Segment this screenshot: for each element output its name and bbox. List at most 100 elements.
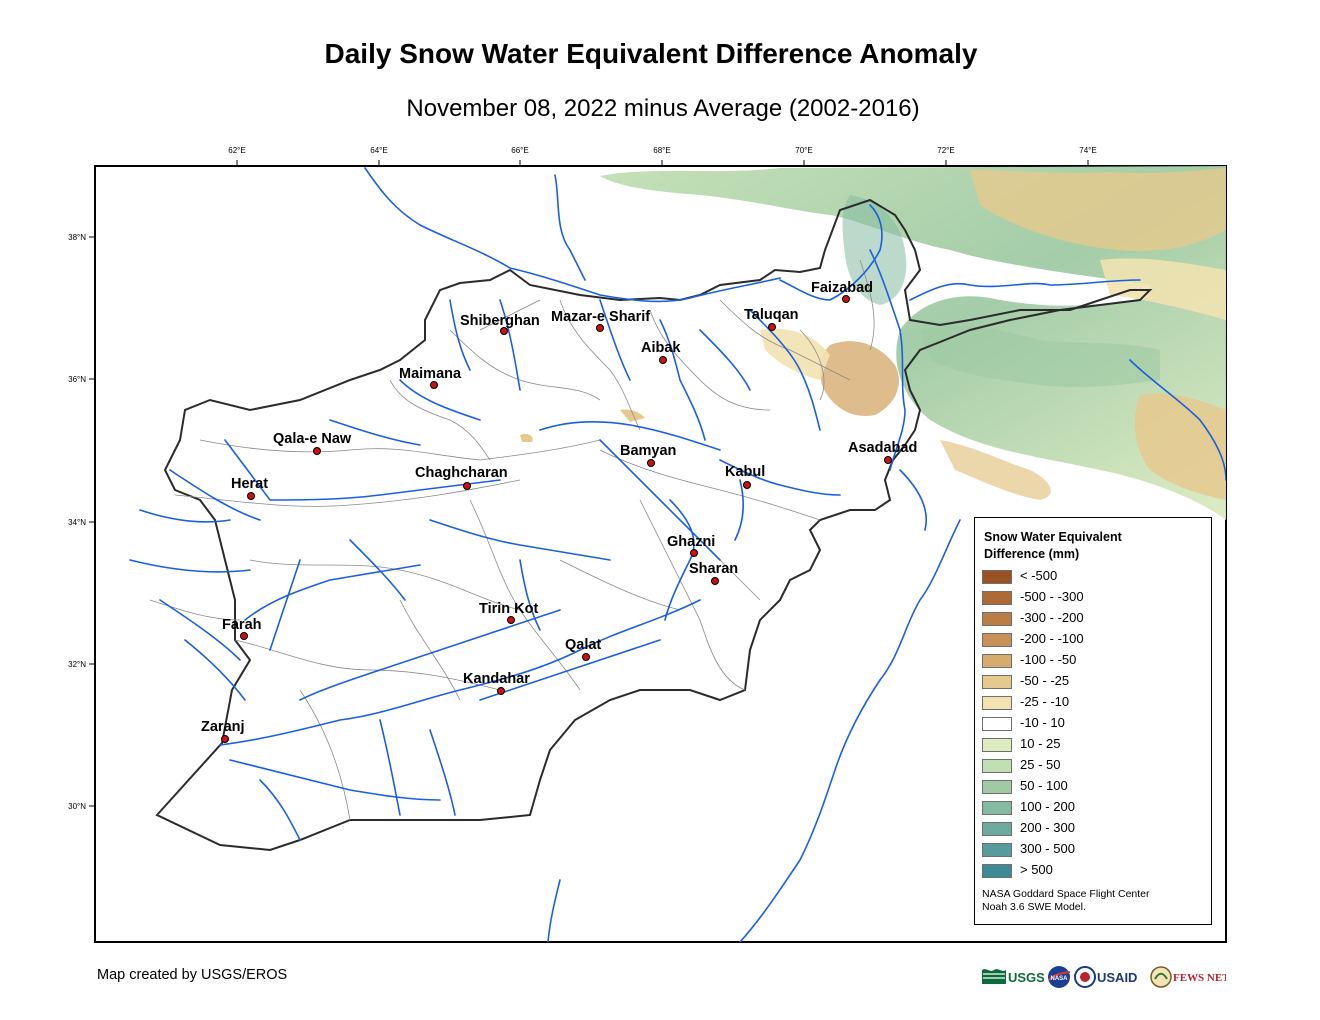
legend-title: Snow Water Equivalent Difference (mm) bbox=[984, 530, 1122, 561]
legend-source: NASA Goddard Space Flight Center Noah 3.… bbox=[982, 888, 1207, 914]
city-label: Aibak bbox=[641, 340, 681, 356]
legend-swatch bbox=[982, 822, 1012, 836]
lon-tick-label: 72°E bbox=[937, 146, 954, 155]
city-dot bbox=[497, 687, 505, 695]
legend-label: 25 - 50 bbox=[1020, 757, 1061, 772]
legend-label: -500 - -300 bbox=[1020, 589, 1084, 604]
legend-swatch bbox=[982, 759, 1012, 773]
city-dot bbox=[768, 323, 776, 331]
city-dot bbox=[430, 381, 438, 389]
lat-tick-label: 38°N bbox=[68, 233, 86, 242]
legend-swatch bbox=[982, 864, 1012, 878]
city-dot bbox=[240, 632, 248, 640]
legend-label: -200 - -100 bbox=[1020, 631, 1084, 646]
legend-label: 200 - 300 bbox=[1020, 820, 1075, 835]
latitude-ticks: 38°N 36°N 34°N 32°N 30°N bbox=[68, 233, 95, 811]
legend-swatch bbox=[982, 654, 1012, 668]
city-dot bbox=[659, 356, 667, 364]
lat-tick-label: 36°N bbox=[68, 375, 86, 384]
legend-label: -10 - 10 bbox=[1020, 715, 1065, 730]
afghanistan-outline bbox=[155, 198, 1153, 852]
usgs-logo-text: USGS bbox=[1008, 970, 1044, 985]
city-label: Kandahar bbox=[463, 671, 530, 687]
map-subtitle: November 08, 2022 minus Average (2002-20… bbox=[406, 95, 920, 122]
city-label: Mazar-e Sharif bbox=[551, 309, 650, 325]
legend-swatch bbox=[982, 801, 1012, 815]
legend-swatch bbox=[982, 717, 1012, 731]
legend-label: < -500 bbox=[1020, 568, 1058, 583]
usgs-logo: USGS bbox=[982, 969, 1044, 985]
city-label: Herat bbox=[231, 476, 268, 492]
city-label: Tirin Kot bbox=[479, 601, 539, 617]
city-label: Qala-e Naw bbox=[273, 431, 352, 447]
city-dot bbox=[247, 492, 255, 500]
legend-label: -100 - -50 bbox=[1020, 652, 1077, 667]
city-dot bbox=[313, 447, 321, 455]
map-legend: Snow Water Equivalent Difference (mm) < … bbox=[974, 517, 1212, 925]
fewsnet-logo-text: FEWS NET bbox=[1173, 972, 1226, 984]
city-label: Farah bbox=[222, 617, 262, 633]
partner-logos: USGS NASA USAID FEWS NET bbox=[980, 964, 1226, 992]
lon-tick-label: 62°E bbox=[228, 146, 245, 155]
city-label: Shiberghan bbox=[460, 313, 540, 329]
city-label: Bamyan bbox=[620, 443, 676, 459]
legend-swatch bbox=[982, 570, 1012, 584]
usaid-logo: USAID bbox=[1074, 966, 1137, 988]
city-dot bbox=[463, 482, 471, 490]
city-dot bbox=[221, 735, 229, 743]
city-label: Ghazni bbox=[667, 534, 715, 550]
city-label: Qalat bbox=[565, 637, 601, 653]
city-dot bbox=[582, 653, 590, 661]
city-dot bbox=[690, 549, 698, 557]
usaid-logo-text: USAID bbox=[1097, 970, 1137, 985]
city-label: Faizabad bbox=[811, 280, 873, 296]
city-label: Kabul bbox=[725, 464, 765, 480]
city-dot bbox=[647, 459, 655, 467]
legend-swatch bbox=[982, 633, 1012, 647]
lat-tick-label: 32°N bbox=[68, 660, 86, 669]
city-label: Taluqan bbox=[744, 307, 799, 323]
legend-label: -300 - -200 bbox=[1020, 610, 1084, 625]
lon-tick-label: 74°E bbox=[1079, 146, 1096, 155]
legend-label: 10 - 25 bbox=[1020, 736, 1061, 751]
legend-swatch bbox=[982, 696, 1012, 710]
map-credit: Map created by USGS/EROS bbox=[97, 967, 288, 983]
city-label: Sharan bbox=[689, 561, 738, 577]
legend-source-line: NASA Goddard Space Flight Center bbox=[982, 888, 1150, 900]
legend-swatch bbox=[982, 675, 1012, 689]
legend-label: > 500 bbox=[1020, 862, 1053, 877]
city-markers: Faizabad Shiberghan Mazar-e Sharif Taluq… bbox=[201, 280, 917, 743]
legend-swatch bbox=[982, 780, 1012, 794]
city-label: Maimana bbox=[399, 366, 462, 382]
city-label: Asadabad bbox=[848, 440, 917, 456]
legend-swatch bbox=[982, 738, 1012, 752]
lon-tick-label: 68°E bbox=[653, 146, 670, 155]
longitude-ticks: 62°E 64°E 66°E 68°E 70°E 72°E 74°E bbox=[228, 146, 1097, 166]
lat-tick-label: 30°N bbox=[68, 802, 86, 811]
city-dot bbox=[500, 327, 508, 335]
nasa-logo-text: NASA bbox=[1050, 976, 1068, 982]
legend-swatch bbox=[982, 612, 1012, 626]
city-dot bbox=[596, 324, 604, 332]
legend-swatch bbox=[982, 843, 1012, 857]
nasa-logo: NASA bbox=[1048, 966, 1071, 988]
legend-swatch bbox=[982, 591, 1012, 605]
legend-label: -50 - -25 bbox=[1020, 673, 1070, 688]
city-label: Chaghcharan bbox=[415, 465, 508, 481]
city-dot bbox=[842, 295, 850, 303]
city-dot bbox=[884, 456, 892, 464]
province-boundaries bbox=[149, 259, 875, 821]
city-dot bbox=[711, 577, 719, 585]
city-label: Zaranj bbox=[201, 719, 245, 735]
legend-source-line: Noah 3.6 SWE Model. bbox=[982, 901, 1086, 913]
city-dot bbox=[743, 481, 751, 489]
legend-label: 100 - 200 bbox=[1020, 799, 1075, 814]
lon-tick-label: 64°E bbox=[370, 146, 387, 155]
snow-anomaly-layer bbox=[520, 166, 1226, 520]
lon-tick-label: 70°E bbox=[795, 146, 812, 155]
lon-tick-label: 66°E bbox=[511, 146, 528, 155]
lat-tick-label: 34°N bbox=[68, 518, 86, 527]
fewsnet-logo: FEWS NET bbox=[1150, 966, 1226, 988]
river-network bbox=[129, 167, 1226, 942]
legend-label: -25 - -10 bbox=[1020, 694, 1070, 709]
